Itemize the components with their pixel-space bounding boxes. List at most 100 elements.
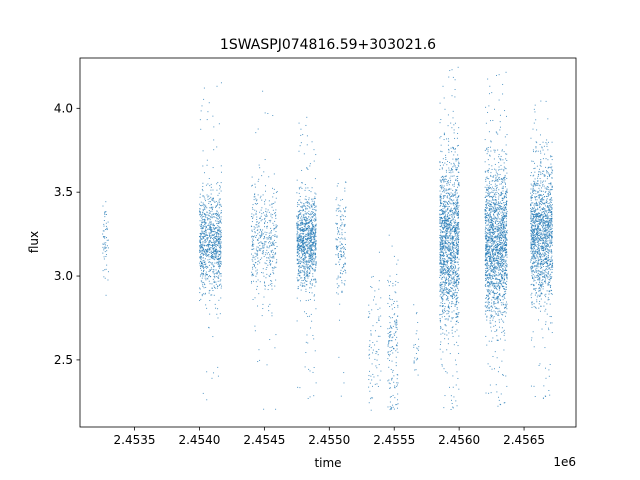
data-point (315, 218, 317, 220)
data-point (218, 222, 220, 224)
data-point (339, 276, 341, 278)
data-point (213, 253, 215, 255)
data-point (344, 280, 346, 282)
data-point (309, 246, 311, 248)
data-point (488, 252, 490, 254)
data-point (211, 217, 213, 219)
data-point (339, 238, 341, 240)
data-point (217, 232, 219, 234)
data-point (339, 250, 341, 252)
data-point (308, 259, 310, 261)
data-point (440, 327, 442, 329)
data-point (485, 234, 487, 236)
data-point (453, 208, 455, 210)
chart-title: 1SWASPJ074816.59+303021.6 (220, 37, 436, 53)
data-point (369, 353, 371, 355)
data-point (490, 120, 491, 122)
data-point (457, 316, 459, 318)
data-point (314, 253, 316, 255)
data-point (308, 250, 310, 252)
data-point (306, 251, 308, 253)
data-point (456, 248, 458, 250)
data-point (453, 270, 455, 272)
data-point (445, 260, 447, 262)
data-point (210, 196, 212, 198)
data-point (207, 244, 209, 246)
data-point (270, 227, 272, 229)
data-point (254, 325, 256, 327)
data-point (253, 280, 255, 282)
data-point (301, 202, 303, 204)
data-point (493, 199, 495, 201)
data-point (314, 243, 316, 245)
data-point (309, 396, 311, 398)
data-point (308, 268, 310, 269)
data-point (307, 168, 309, 170)
data-point (440, 341, 442, 343)
data-point (447, 247, 449, 249)
data-point (314, 234, 316, 236)
data-point (335, 254, 337, 256)
data-point (211, 257, 212, 259)
data-point (344, 262, 346, 264)
data-point (207, 196, 209, 198)
data-point (256, 273, 258, 275)
data-point (447, 312, 449, 314)
data-point (256, 254, 258, 256)
data-point (309, 248, 311, 250)
data-point (441, 310, 443, 312)
data-point (256, 219, 258, 221)
data-point (303, 274, 305, 276)
data-point (440, 209, 442, 211)
data-point (251, 266, 253, 268)
data-point (499, 195, 501, 197)
data-point (296, 215, 298, 217)
data-point (300, 235, 302, 237)
data-point (451, 214, 453, 216)
data-point (389, 383, 391, 385)
data-point (256, 288, 258, 290)
data-point (448, 273, 450, 275)
data-point (314, 228, 316, 230)
data-point (207, 228, 209, 230)
data-point (442, 246, 444, 248)
data-point (305, 220, 306, 222)
data-point (445, 234, 447, 236)
data-point (395, 280, 397, 282)
data-point (448, 223, 450, 225)
data-point (492, 275, 494, 277)
data-point (498, 194, 500, 196)
data-point (448, 285, 450, 287)
data-point (305, 275, 307, 277)
data-point (103, 243, 105, 245)
data-point (296, 248, 298, 250)
data-point (308, 243, 310, 245)
data-point (455, 241, 457, 243)
data-point (200, 232, 202, 234)
data-point (215, 235, 217, 237)
data-point (376, 340, 378, 342)
data-point (271, 242, 273, 244)
data-point (251, 176, 253, 178)
data-point (443, 132, 445, 134)
data-point (439, 243, 441, 245)
data-point (314, 230, 316, 232)
data-point (314, 202, 316, 204)
data-point (454, 79, 456, 81)
data-point (315, 262, 317, 264)
data-point (202, 226, 204, 228)
data-point (270, 263, 272, 265)
data-point (301, 215, 303, 217)
data-point (448, 275, 450, 277)
data-point (256, 269, 258, 271)
data-point (217, 222, 219, 224)
data-point (310, 254, 312, 256)
data-point (455, 229, 457, 231)
data-point (440, 198, 442, 200)
data-point (395, 362, 397, 364)
data-point (442, 268, 444, 270)
data-point (217, 240, 219, 242)
data-point (208, 240, 210, 242)
data-point (300, 222, 302, 224)
data-point (208, 232, 210, 234)
